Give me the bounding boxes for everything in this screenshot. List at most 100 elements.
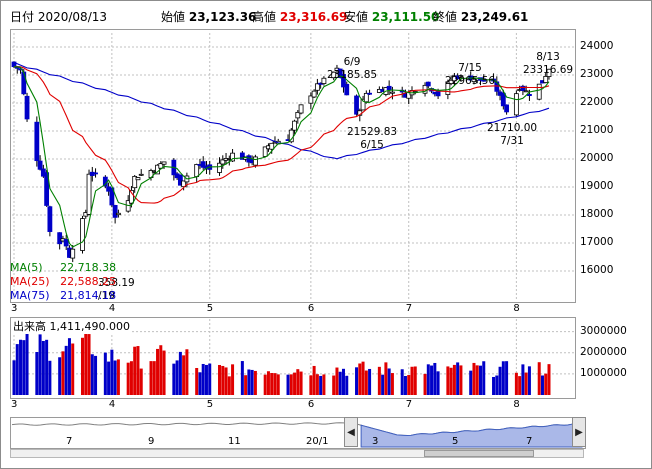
price-tick-label: 17000 <box>580 236 614 248</box>
volume-bar <box>221 365 225 395</box>
candle <box>181 180 187 188</box>
candle <box>138 173 144 176</box>
navigator-left-handle[interactable]: ◀ <box>344 417 358 447</box>
volume-bar <box>266 371 270 395</box>
navigator-tick-label: 7 <box>526 436 533 447</box>
volume-bar <box>126 362 130 395</box>
candle <box>44 172 50 206</box>
candle <box>24 95 30 120</box>
candle <box>295 111 301 119</box>
volume-bar <box>116 359 120 395</box>
volume-bar <box>335 367 339 395</box>
close-value: 23,249.61 <box>460 10 529 24</box>
volume-bar <box>175 360 179 395</box>
candle <box>57 232 63 245</box>
date-label: 日付 2020/08/13 <box>10 10 108 24</box>
volume-bar <box>384 362 388 395</box>
volume-bar <box>413 366 417 395</box>
candle <box>21 71 27 95</box>
candle <box>253 156 258 166</box>
price-tick-label: 16000 <box>580 264 614 276</box>
annotation-3-19: 358.19/19 <box>98 277 135 302</box>
navigator-selection <box>360 422 583 448</box>
volume-bar <box>469 370 473 395</box>
volume-bar <box>293 372 297 395</box>
candle <box>344 83 350 96</box>
price-x-tick-label: 5 <box>206 303 214 314</box>
navigator-tick-label: 9 <box>148 436 155 447</box>
candle <box>239 152 245 160</box>
price-tick-label: 21000 <box>580 124 614 136</box>
volume-bar <box>129 361 133 395</box>
scrollbar[interactable] <box>10 449 584 458</box>
ma25-legend: MA(25) 22,588.25 <box>10 275 117 288</box>
volume-bar <box>113 360 117 395</box>
volume-bar <box>501 361 505 395</box>
volume-bar <box>433 362 437 395</box>
candle <box>314 83 320 91</box>
candle <box>269 142 275 150</box>
volume-bar <box>322 374 326 395</box>
volume-bar <box>286 374 290 395</box>
volume-bar <box>231 364 235 395</box>
volume-bar <box>218 364 222 395</box>
candle <box>321 77 327 84</box>
volume-bar <box>446 366 450 395</box>
volume-bar <box>87 334 91 395</box>
price-chart-plot <box>11 33 574 301</box>
volume-bar <box>436 371 440 395</box>
volume-bar <box>25 332 29 395</box>
volume-bar <box>58 357 62 395</box>
volume-bar <box>355 367 359 395</box>
volume-bar <box>492 376 496 395</box>
scrollbar-thumb[interactable] <box>424 450 534 457</box>
candle <box>112 205 118 218</box>
candle <box>93 172 98 175</box>
candle <box>132 175 138 189</box>
volume-bar <box>35 351 39 395</box>
candle <box>367 92 372 95</box>
price-tick-label: 24000 <box>580 40 614 52</box>
volume-bar <box>547 364 551 395</box>
volume-bar <box>172 363 176 395</box>
candle <box>47 206 53 232</box>
navigator-right-handle[interactable]: ▶ <box>572 417 586 447</box>
candle <box>520 85 526 91</box>
volume-bar <box>22 340 26 395</box>
volume-bar <box>12 360 16 395</box>
volume-x-tick-label: 3 <box>11 399 18 410</box>
candle <box>448 79 454 85</box>
annotation-7-15: 7/15 22965.56 <box>445 62 496 87</box>
candle <box>527 93 532 97</box>
candle <box>536 83 542 100</box>
volume-bar <box>139 368 143 395</box>
price-x-tick-label: 3 <box>11 303 18 314</box>
candle <box>217 162 222 173</box>
volume-tick-label: 2000000 <box>580 345 627 358</box>
candle <box>390 91 395 94</box>
candle <box>425 81 431 87</box>
volume-bar <box>338 371 342 395</box>
navigator-tick-label: 11 <box>228 436 241 447</box>
volume-bar <box>381 374 385 395</box>
volume-bar <box>452 364 456 395</box>
volume-chart-plot <box>12 319 574 395</box>
volume-bar <box>247 369 251 395</box>
candle <box>177 174 183 186</box>
candle <box>135 177 141 181</box>
volume-bar <box>514 372 518 395</box>
ma25-line <box>13 66 550 204</box>
volume-bar <box>240 361 244 395</box>
low-value: 23,111.50 <box>371 10 440 24</box>
volume-bar <box>227 376 231 395</box>
volume-bar <box>48 360 52 395</box>
price-tick-label: 18000 <box>580 208 614 220</box>
volume-bar <box>107 361 111 395</box>
ma5-line <box>13 66 550 248</box>
volume-bar <box>195 367 199 395</box>
candle <box>262 146 268 157</box>
candle <box>435 91 441 97</box>
navigator-tick-label: 7 <box>66 436 73 447</box>
volume-bar <box>482 361 486 395</box>
volume-bar <box>341 368 345 395</box>
